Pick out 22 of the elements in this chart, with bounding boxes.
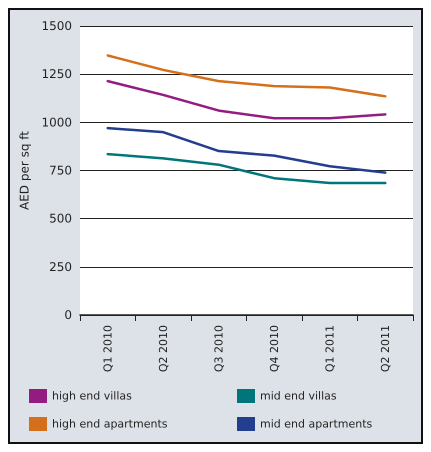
legend-label: high end apartments (52, 418, 168, 430)
x-tick-label: Q2 2010 (156, 325, 170, 372)
line-series (106, 152, 386, 184)
legend-label: mid end villas (260, 390, 337, 402)
y-tick-label: 750 (49, 164, 72, 178)
y-axis-title: AED per sq ft (18, 130, 32, 210)
y-tick-label: 500 (49, 212, 72, 226)
y-tick-label: 1250 (41, 67, 72, 82)
x-tick-label: Q4 2010 (268, 325, 281, 372)
y-tick-label: 1000 (41, 115, 72, 130)
y-tick-label: 0 (64, 308, 72, 322)
line-series (106, 126, 386, 174)
legend-label: high end villas (52, 390, 132, 402)
line-series (106, 80, 386, 120)
x-tick-label: Q2 2011 (378, 325, 392, 372)
x-tick-label: Q1 2011 (323, 325, 336, 372)
y-tick-label: 250 (49, 260, 72, 274)
x-tick-label: Q3 2010 (212, 325, 226, 372)
x-tick-label: Q1 2010 (101, 325, 114, 372)
y-tick-label: 1500 (41, 19, 72, 33)
legend-label: mid end apartments (260, 418, 373, 430)
line-series (106, 54, 386, 98)
